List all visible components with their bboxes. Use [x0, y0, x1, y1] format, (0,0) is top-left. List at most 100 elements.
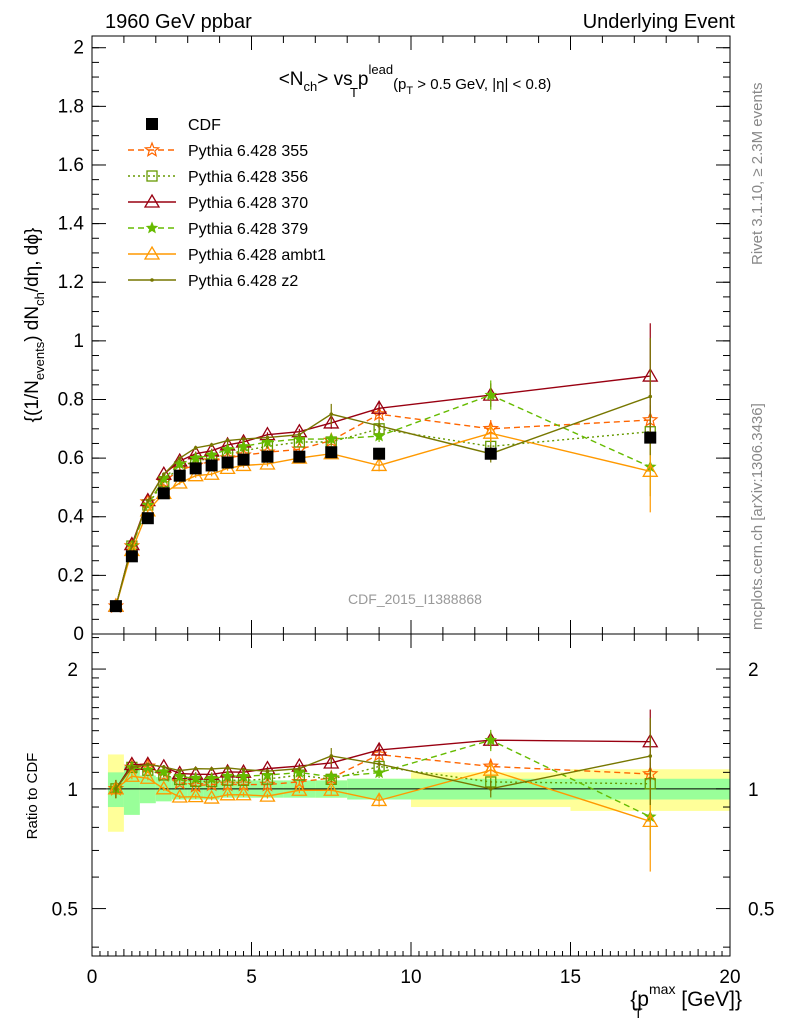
rivet-version-text: Rivet 3.1.10, ≥ 2.3M events	[749, 83, 766, 266]
ratio-y-axis-label: Ratio to CDF	[24, 753, 41, 840]
series-point	[648, 394, 653, 399]
series-point	[241, 437, 246, 441]
series-line	[115, 413, 651, 607]
ratio-stat-uncertainty-band	[139, 775, 156, 804]
y-axis-label-c: ) dN	[22, 306, 43, 342]
mcplots-text: mcplots.cern.ch [arXiv:1306.3436]	[749, 403, 766, 630]
x-tick-label: 15	[560, 967, 581, 988]
data-point	[237, 453, 250, 466]
legend-label: Pythia 6.428 z2	[188, 273, 298, 290]
header-left: 1960 GeV ppbar	[105, 11, 252, 33]
plot-title-sub-ch: ch	[304, 79, 318, 94]
plot-title-sup-lead: lead	[368, 62, 393, 77]
y-tick-label: 2	[73, 38, 84, 59]
ratio-point	[377, 762, 381, 766]
legend-label: CDF	[188, 117, 221, 134]
legend-marker	[146, 118, 158, 130]
series-line	[115, 375, 651, 607]
plot-title-cuts: (p	[393, 76, 406, 93]
data-point	[325, 446, 338, 459]
ratio-point	[130, 765, 134, 770]
y-tick-label: 1.6	[58, 155, 84, 176]
legend-marker	[146, 170, 158, 182]
data-point	[484, 447, 497, 460]
ratio-point	[324, 770, 338, 783]
legend-label: Pythia 6.428 356	[188, 169, 308, 186]
data-point	[644, 431, 657, 444]
series-point	[482, 424, 499, 439]
series-point	[146, 498, 150, 503]
ratio-point	[209, 767, 214, 771]
ratio-uncertainty-bands	[107, 754, 730, 832]
series-line	[115, 394, 651, 607]
series-point	[221, 442, 234, 455]
y-tick-label: 1.8	[58, 96, 84, 117]
series-point	[157, 472, 171, 484]
y-tick-label: 1	[73, 331, 84, 352]
ratio-point	[161, 765, 166, 769]
y-tick-label: 1.2	[58, 272, 84, 293]
y-axis-label-a: {(1/N	[22, 380, 43, 422]
series-point	[130, 544, 134, 548]
series-point	[189, 451, 202, 464]
series-point	[259, 455, 276, 470]
x-tick-label: 10	[400, 967, 421, 988]
y-axis-label: {(1/Nevents) dNch/dη, dϕ}	[22, 228, 47, 423]
series-point	[225, 438, 230, 443]
ratio-point	[237, 769, 250, 782]
ratio-point	[187, 788, 204, 803]
plot-title-main: <N	[279, 69, 304, 90]
ratio-point	[173, 769, 187, 782]
series-point	[265, 435, 270, 440]
data-point	[373, 447, 386, 460]
ratio-axes: 0.5 0.5 1 1 2 2	[52, 637, 774, 948]
x-axis-label-a: {p	[630, 988, 649, 1011]
ratio-point	[323, 781, 340, 796]
legend-marker	[150, 278, 154, 282]
data-point	[157, 487, 170, 500]
series-point	[377, 424, 381, 428]
legend-marker	[143, 245, 161, 260]
y-tick-label: 0.8	[58, 389, 84, 410]
x-axis-label: {pmax [GeV]}	[630, 981, 742, 1011]
series-point	[261, 435, 274, 448]
series-point	[372, 429, 386, 442]
series-point	[297, 432, 302, 437]
y-axis-label-b: events	[32, 341, 47, 380]
plot-title-sub-T: T	[350, 85, 358, 100]
ratio-point	[171, 788, 188, 803]
series-point	[323, 414, 340, 429]
ratio-point	[323, 754, 340, 769]
y-axis-label-d: ch	[32, 292, 47, 306]
data-point	[173, 469, 186, 482]
series-point	[171, 474, 188, 489]
series-line	[115, 395, 651, 607]
plot-title-cuts-sub: T	[406, 85, 413, 97]
y-tick-label: 0.2	[58, 565, 84, 586]
ratio-point	[293, 765, 306, 778]
ratio-point	[221, 769, 234, 782]
data-point	[205, 459, 218, 472]
ratio-point	[482, 761, 499, 776]
ratio-point	[484, 733, 498, 746]
ratio-stat-uncertainty-band	[123, 766, 140, 815]
data-point	[261, 450, 274, 463]
series-point	[370, 399, 388, 414]
legend-label: Pythia 6.428 370	[188, 195, 308, 212]
data-point	[189, 462, 202, 475]
ratio-point	[157, 765, 171, 778]
series-point	[324, 432, 338, 445]
x-axis-label-sup: max	[649, 981, 675, 997]
ratio-point	[370, 741, 388, 756]
analysis-watermark: CDF_2015_I1388868	[348, 591, 482, 607]
series-point	[177, 456, 182, 460]
ratio-tick-label-right: 0.5	[748, 900, 774, 921]
y-axis-label-e: /dη, dϕ}	[22, 228, 43, 293]
legend-label: Pythia 6.428 379	[188, 221, 308, 238]
ratio-point	[241, 767, 246, 772]
ratio-point	[261, 768, 274, 781]
ratio-point	[193, 766, 198, 771]
plot-title-cuts-rest: > 0.5 GeV, |η| < 0.8)	[413, 76, 551, 93]
x-tick-label: 0	[87, 967, 98, 988]
